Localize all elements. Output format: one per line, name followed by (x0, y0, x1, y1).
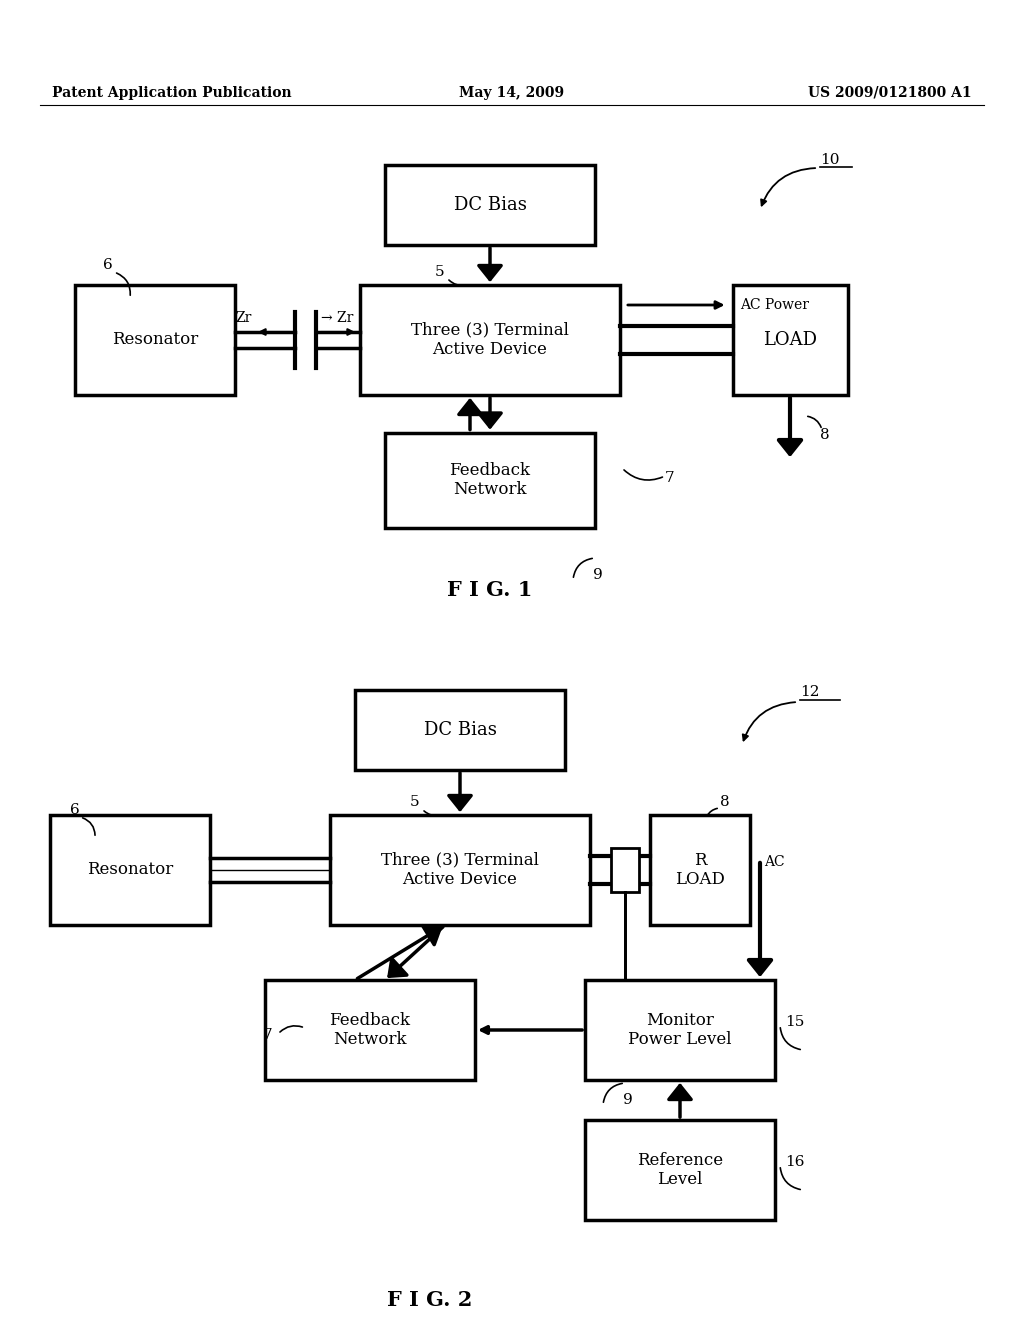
Text: F I G. 1: F I G. 1 (447, 579, 532, 601)
Text: Feedback
Network: Feedback Network (330, 1011, 411, 1048)
Text: Resonator: Resonator (87, 862, 173, 879)
Text: Resonator: Resonator (112, 331, 198, 348)
FancyBboxPatch shape (50, 814, 210, 925)
Text: 15: 15 (785, 1015, 805, 1030)
Text: 8: 8 (720, 795, 730, 809)
FancyBboxPatch shape (732, 285, 848, 395)
Text: 12: 12 (800, 685, 819, 700)
Text: Reference
Level: Reference Level (637, 1151, 723, 1188)
Text: 9: 9 (593, 568, 603, 582)
FancyBboxPatch shape (330, 814, 590, 925)
FancyBboxPatch shape (360, 285, 620, 395)
Text: US 2009/0121800 A1: US 2009/0121800 A1 (808, 86, 972, 100)
Text: Zr: Zr (236, 312, 252, 325)
FancyBboxPatch shape (585, 979, 775, 1080)
FancyBboxPatch shape (385, 165, 595, 246)
Text: 10: 10 (820, 153, 840, 168)
Text: 5: 5 (435, 265, 444, 279)
Text: 7: 7 (262, 1028, 272, 1041)
FancyBboxPatch shape (611, 847, 639, 892)
Text: DC Bias: DC Bias (424, 721, 497, 739)
Text: Feedback
Network: Feedback Network (450, 462, 530, 498)
Text: Monitor
Power Level: Monitor Power Level (629, 1011, 732, 1048)
FancyBboxPatch shape (585, 1119, 775, 1220)
FancyBboxPatch shape (650, 814, 750, 925)
FancyBboxPatch shape (385, 433, 595, 528)
Text: 5: 5 (411, 795, 420, 809)
Text: May 14, 2009: May 14, 2009 (460, 86, 564, 100)
Text: Three (3) Terminal
Active Device: Three (3) Terminal Active Device (411, 322, 569, 358)
Text: Patent Application Publication: Patent Application Publication (52, 86, 292, 100)
Text: AC: AC (764, 855, 784, 869)
Text: 6: 6 (70, 803, 80, 817)
Text: 9: 9 (623, 1093, 633, 1107)
FancyBboxPatch shape (355, 690, 565, 770)
Text: DC Bias: DC Bias (454, 195, 526, 214)
Text: Three (3) Terminal
Active Device: Three (3) Terminal Active Device (381, 851, 539, 888)
Text: 6: 6 (103, 257, 113, 272)
Text: 7: 7 (666, 471, 675, 484)
Text: F I G. 2: F I G. 2 (387, 1290, 473, 1309)
Text: 16: 16 (785, 1155, 805, 1170)
Text: 8: 8 (820, 428, 829, 442)
FancyBboxPatch shape (75, 285, 234, 395)
Text: AC Power: AC Power (740, 298, 810, 312)
Text: → Zr: → Zr (321, 312, 353, 325)
Text: R
LOAD: R LOAD (675, 851, 725, 888)
Text: LOAD: LOAD (763, 331, 817, 348)
FancyBboxPatch shape (265, 979, 475, 1080)
